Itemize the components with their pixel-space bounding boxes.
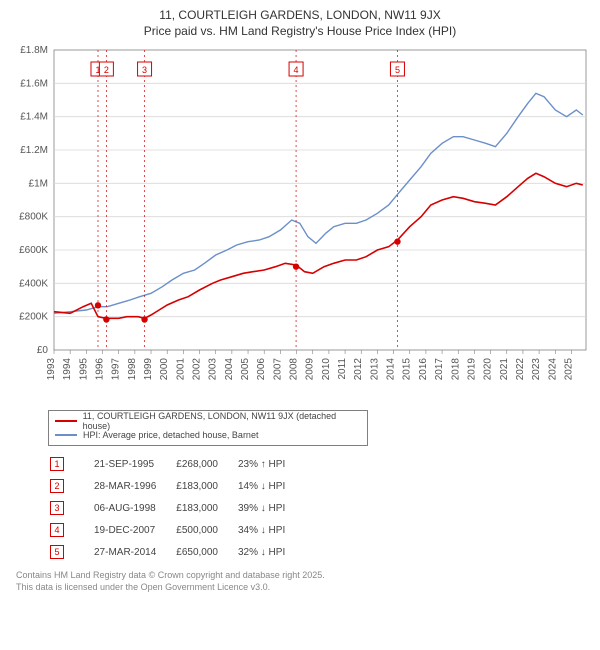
transactions-table: 1 21-SEP-1995£268,00023% ↑ HPI 2 28-MAR-199… [48,452,305,564]
svg-text:2017: 2017 [434,358,445,381]
svg-text:2003: 2003 [208,358,219,381]
svg-text:£1.8M: £1.8M [20,45,48,56]
legend-row-0: 11, COURTLEIGH GARDENS, LONDON, NW11 9JX… [55,414,361,428]
svg-text:2016: 2016 [418,358,429,381]
marker-dot-5 [394,238,400,244]
chart-svg: £0 £200K £400K £600K £800K £1M £1.2M £1.4M £1.6M… [8,44,592,404]
svg-text:2023: 2023 [531,358,542,381]
table-row: 4 19-DEC-2007£500,00034% ↓ HPI [50,520,303,540]
chart-title-subtitle: Price paid vs. HM Land Registry's House … [8,24,592,38]
transaction-date: 19-DEC-2007 [94,520,174,540]
svg-text:2019: 2019 [466,358,477,381]
legend-label: 11, COURTLEIGH GARDENS, LONDON, NW11 9JX… [83,411,361,431]
svg-text:2: 2 [104,65,109,75]
svg-text:£200K: £200K [19,312,48,323]
svg-text:£0: £0 [37,345,49,356]
transaction-number-box: 5 [50,545,64,559]
svg-text:2025: 2025 [563,358,574,381]
svg-text:2005: 2005 [240,358,251,381]
chart-container: { "titles": { "line1": "11, COURTLEIGH G… [0,0,600,597]
transaction-date: 28-MAR-1996 [94,476,174,496]
svg-text:£600K: £600K [19,245,48,256]
svg-text:£1.2M: £1.2M [20,145,48,156]
marker-dot-3 [141,316,147,322]
svg-text:2002: 2002 [192,358,203,381]
svg-text:1998: 1998 [127,358,138,381]
attribution: Contains HM Land Registry data © Crown c… [16,570,592,593]
table-row: 2 28-MAR-1996£183,00014% ↓ HPI [50,476,303,496]
svg-text:1996: 1996 [95,358,106,381]
chart-plot: £0 £200K £400K £600K £800K £1M £1.2M £1.4M £1.6M… [8,44,592,404]
svg-text:2011: 2011 [337,358,348,380]
table-row: 1 21-SEP-1995£268,00023% ↑ HPI [50,454,303,474]
svg-text:2020: 2020 [483,358,494,381]
svg-text:2010: 2010 [321,358,332,381]
legend-swatch [55,420,77,422]
svg-text:£400K: £400K [19,278,48,289]
legend: 11, COURTLEIGH GARDENS, LONDON, NW11 9JX… [48,410,368,446]
svg-text:2006: 2006 [256,358,267,381]
transaction-delta: 39% ↓ HPI [238,498,303,518]
transaction-number-box: 2 [50,479,64,493]
transaction-delta: 32% ↓ HPI [238,542,303,562]
svg-text:£1M: £1M [29,178,48,189]
svg-text:£1.4M: £1.4M [20,112,48,123]
svg-text:2009: 2009 [305,358,316,381]
legend-swatch [55,434,77,436]
svg-text:1993: 1993 [46,358,57,381]
svg-text:2018: 2018 [450,358,461,381]
marker-dot-4 [293,263,299,269]
transaction-number-box: 4 [50,523,64,537]
transaction-number-box: 3 [50,501,64,515]
svg-text:2007: 2007 [272,358,283,381]
svg-text:£1.6M: £1.6M [20,78,48,89]
svg-text:4: 4 [294,65,299,75]
attribution-line2: This data is licensed under the Open Gov… [16,582,592,594]
marker-dot-2 [103,316,109,322]
svg-text:3: 3 [142,65,147,75]
transaction-delta: 14% ↓ HPI [238,476,303,496]
attribution-line1: Contains HM Land Registry data © Crown c… [16,570,592,582]
table-row: 5 27-MAR-2014£650,00032% ↓ HPI [50,542,303,562]
svg-text:1995: 1995 [78,358,89,381]
svg-text:5: 5 [395,65,400,75]
transaction-date: 06-AUG-1998 [94,498,174,518]
transaction-price: £183,000 [176,476,236,496]
svg-text:2021: 2021 [499,358,510,381]
transaction-price: £650,000 [176,542,236,562]
svg-text:2024: 2024 [547,358,558,381]
transaction-price: £183,000 [176,498,236,518]
svg-text:1994: 1994 [62,358,73,381]
svg-text:2014: 2014 [386,358,397,381]
transaction-number-box: 1 [50,457,64,471]
transaction-delta: 34% ↓ HPI [238,520,303,540]
transaction-price: £500,000 [176,520,236,540]
legend-label: HPI: Average price, detached house, Barn… [83,430,258,440]
transaction-date: 21-SEP-1995 [94,454,174,474]
svg-text:2000: 2000 [159,358,170,381]
transaction-delta: 23% ↑ HPI [238,454,303,474]
svg-text:2012: 2012 [353,358,364,381]
svg-text:£800K: £800K [19,212,48,223]
chart-title-address: 11, COURTLEIGH GARDENS, LONDON, NW11 9JX [8,8,592,22]
svg-text:1999: 1999 [143,358,154,381]
table-row: 3 06-AUG-1998£183,00039% ↓ HPI [50,498,303,518]
svg-text:2004: 2004 [224,358,235,381]
chart-titles: 11, COURTLEIGH GARDENS, LONDON, NW11 9JX… [8,8,592,38]
marker-dot-1 [95,302,101,308]
transaction-date: 27-MAR-2014 [94,542,174,562]
svg-text:1997: 1997 [111,358,122,381]
svg-text:2013: 2013 [369,358,380,381]
svg-text:2008: 2008 [289,358,300,381]
svg-text:2015: 2015 [402,358,413,381]
transaction-price: £268,000 [176,454,236,474]
svg-text:2001: 2001 [175,358,186,381]
svg-text:2022: 2022 [515,358,526,381]
